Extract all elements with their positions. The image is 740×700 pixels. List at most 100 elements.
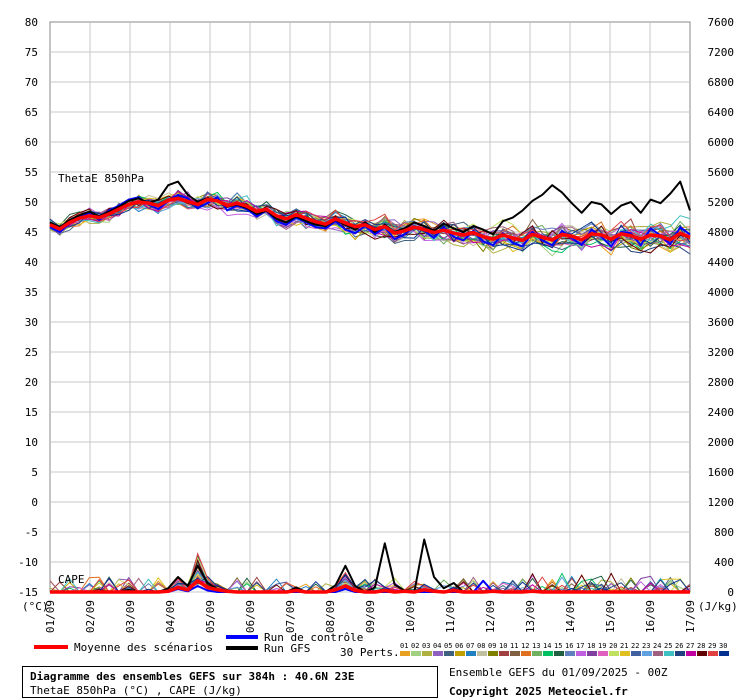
y-left-tick-label: 15 xyxy=(25,406,38,419)
perturbation-code: 26 xyxy=(675,642,683,650)
perturbation-code: 29 xyxy=(708,642,716,650)
y-right-tick-label: 7600 xyxy=(708,16,735,29)
perturbation-swatch xyxy=(400,651,410,656)
perturbation-code: 16 xyxy=(565,642,573,650)
y-left-tick-label: 65 xyxy=(25,106,38,119)
x-tick-label: 15/09 xyxy=(604,600,617,633)
perturbation-swatch xyxy=(477,651,487,656)
y-left-tick-label: 20 xyxy=(25,376,38,389)
y-right-tick-label: 3200 xyxy=(708,346,735,359)
perturbation-code: 06 xyxy=(455,642,463,650)
run-info: Ensemble GEFS du 01/09/2025 - 00Z xyxy=(449,666,668,679)
perturbation-swatch xyxy=(532,651,542,656)
perturbation-swatch xyxy=(422,651,432,656)
y-left-tick-label: 60 xyxy=(25,136,38,149)
y-right-tick-label: 2000 xyxy=(708,436,735,449)
cape-mean-line xyxy=(50,579,690,594)
perturbation-code: 23 xyxy=(642,642,650,650)
chart-subtitle: ThetaE 850hPa (°C) , CAPE (J/kg) xyxy=(30,684,242,697)
y-left-unit: (°C) xyxy=(22,600,49,613)
y-right-tick-label: 4000 xyxy=(708,286,735,299)
y-right-tick-label: 7200 xyxy=(708,46,735,59)
x-tick-label: 08/09 xyxy=(324,600,337,633)
y-left-tick-label: 45 xyxy=(25,226,38,239)
perturbation-swatch xyxy=(631,651,641,656)
x-tick-label: 04/09 xyxy=(164,600,177,633)
x-tick-label: 16/09 xyxy=(644,600,657,633)
y-left-tick-label: 50 xyxy=(25,196,38,209)
y-right-tick-label: 0 xyxy=(727,586,734,599)
x-tick-label: 11/09 xyxy=(444,600,457,633)
legend-mean-label: Moyenne des scénarios xyxy=(74,641,213,654)
perturbation-code: 19 xyxy=(598,642,606,650)
x-tick-label: 01/09 xyxy=(44,600,57,633)
y-left-tick-label: 30 xyxy=(25,316,38,329)
perturbation-code: 14 xyxy=(543,642,551,650)
perturbation-code: 12 xyxy=(521,642,529,650)
x-axis: 01/09 02/09 03/09 04/09 05/09 06/09 07/09 08/09… xyxy=(44,600,697,633)
perturbation-code: 17 xyxy=(576,642,584,650)
perturbation-code: 11 xyxy=(510,642,518,650)
perturbation-code: 25 xyxy=(664,642,672,650)
y-left-tick-label: -5 xyxy=(25,526,38,539)
perturbation-code: 07 xyxy=(466,642,474,650)
legend-gfs-label: Run GFS xyxy=(264,642,310,655)
x-tick-label: 12/09 xyxy=(484,600,497,633)
y-left-tick-label: -10 xyxy=(18,556,38,569)
y-right-tick-label: 5600 xyxy=(708,166,735,179)
x-tick-label: 14/09 xyxy=(564,600,577,633)
y-right-unit: (J/kg) xyxy=(698,600,738,613)
x-tick-label: 09/09 xyxy=(364,600,377,633)
perturbation-swatch xyxy=(444,651,454,656)
perturbation-swatch xyxy=(554,651,564,656)
y-left-tick-label: 40 xyxy=(25,256,38,269)
y-right-tick-label: 3600 xyxy=(708,316,735,329)
perturbation-swatch xyxy=(466,651,476,656)
x-tick-label: 03/09 xyxy=(124,600,137,633)
perturbation-swatch xyxy=(543,651,553,656)
perturbation-swatch xyxy=(719,651,729,656)
y-right-tick-label: 6000 xyxy=(708,136,735,149)
perturbation-swatch xyxy=(697,651,707,656)
y-right-tick-label: 6800 xyxy=(708,76,735,89)
legend-control-label: Run de contrôle xyxy=(264,631,363,644)
perturbation-code: 13 xyxy=(532,642,540,650)
y-right-tick-label: 1600 xyxy=(708,466,735,479)
perturbation-swatch xyxy=(609,651,619,656)
y-axis-right: 7600720068006400600056005200480044004000… xyxy=(708,16,735,599)
thetae-control-line xyxy=(49,193,691,248)
y-left-tick-label: 10 xyxy=(25,436,38,449)
legend: Moyenne des scénarios Run de contrôle Ru… xyxy=(34,631,729,659)
perturbation-swatch xyxy=(620,651,630,656)
y-right-tick-label: 2800 xyxy=(708,376,735,389)
y-right-tick-label: 5200 xyxy=(708,196,735,209)
x-tick-label: 10/09 xyxy=(404,600,417,633)
thetae-mean-line xyxy=(49,196,691,243)
y-right-tick-label: 2400 xyxy=(708,406,735,419)
perturbation-code: 08 xyxy=(477,642,485,650)
perturbation-swatch xyxy=(521,651,531,656)
perturbation-swatch xyxy=(576,651,586,656)
perturbation-code: 30 xyxy=(719,642,727,650)
perturbation-swatch xyxy=(664,651,674,656)
x-tick-label: 07/09 xyxy=(284,600,297,633)
x-tick-label: 17/09 xyxy=(684,600,697,633)
perturbation-code: 05 xyxy=(444,642,452,650)
y-left-tick-label: 75 xyxy=(25,46,38,59)
x-tick-label: 06/09 xyxy=(244,600,257,633)
y-left-tick-label: 0 xyxy=(31,496,38,509)
perturbation-swatch xyxy=(411,651,421,656)
perturbation-code: 09 xyxy=(488,642,496,650)
perturbation-swatch xyxy=(653,651,663,656)
perturbation-code: 22 xyxy=(631,642,639,650)
y-left-tick-label: 5 xyxy=(31,466,38,479)
y-right-tick-label: 800 xyxy=(714,526,734,539)
y-left-tick-label: 80 xyxy=(25,16,38,29)
perturbation-swatch xyxy=(565,651,575,656)
perturbation-code: 15 xyxy=(554,642,562,650)
perturbation-code: 10 xyxy=(499,642,507,650)
y-right-tick-label: 400 xyxy=(714,556,734,569)
x-tick-label: 02/09 xyxy=(84,600,97,633)
